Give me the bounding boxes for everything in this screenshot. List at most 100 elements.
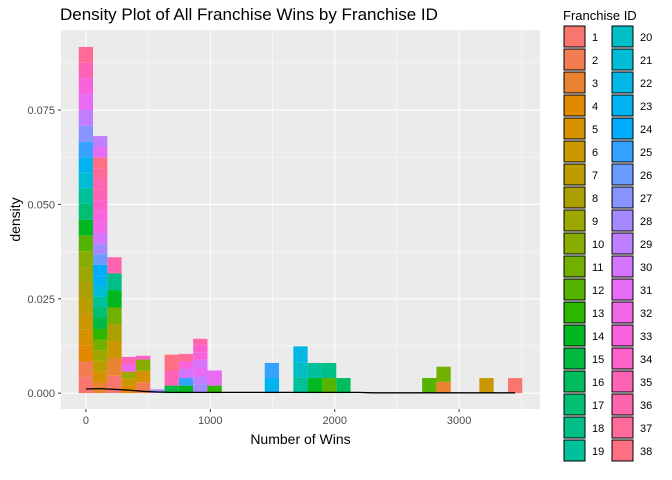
histogram-bar-segment (164, 370, 179, 386)
histogram-bar-segment (78, 110, 94, 126)
legend-label: 7 (592, 170, 598, 182)
histogram-bar-segment (93, 200, 108, 212)
histogram-bar-segment (293, 377, 308, 394)
legend-label: 20 (640, 32, 652, 44)
histogram-bar-segment (178, 378, 194, 386)
histogram-bar-segment (193, 338, 208, 345)
histogram-bar-segment (436, 381, 451, 394)
histogram-bar-segment (107, 324, 122, 342)
histogram-bar-segment (193, 367, 208, 377)
legend-items: 1234567891011121314151617181920212223242… (563, 25, 652, 462)
histogram-bar-segment (93, 350, 108, 361)
histogram-bar-segment (293, 362, 308, 378)
histogram-bar-segment (150, 389, 165, 394)
histogram-bar-segment (93, 264, 108, 276)
histogram-bar-segment (135, 359, 151, 371)
legend-swatch (563, 370, 586, 393)
legend-swatch (611, 25, 634, 48)
y-tick-label: 0.075 (27, 105, 55, 117)
histogram-bar-segment (78, 46, 94, 63)
histogram-bar-segment (178, 368, 194, 379)
legend-label: 34 (640, 354, 652, 366)
histogram-bar-segment (307, 362, 322, 379)
legend-label: 8 (592, 193, 598, 205)
legend-label: 28 (640, 216, 652, 228)
legend-swatch (563, 255, 586, 278)
legend-swatch (563, 25, 586, 48)
histogram-bar-segment (193, 344, 208, 353)
legend-label: 23 (640, 101, 652, 113)
histogram-bar-segment (264, 362, 280, 379)
legend-swatch (563, 439, 586, 462)
legend-label: 10 (592, 239, 604, 251)
histogram-bar-segment (93, 307, 108, 319)
legend-label: 16 (592, 377, 604, 389)
histogram-bar-segment (78, 235, 94, 252)
histogram-bar-segment (164, 385, 179, 394)
legend-label: 33 (640, 331, 652, 343)
y-axis: 0.000 0.025 0.050 0.075 (27, 105, 61, 400)
legend-swatch (563, 94, 586, 117)
minor-gridlines (61, 30, 540, 409)
legend-label: 12 (592, 285, 604, 297)
histogram-bar-segment (93, 157, 108, 169)
histogram-bar-segment (193, 376, 208, 385)
histogram-bar-segment (135, 355, 151, 360)
histogram-bar-segment (135, 370, 151, 383)
histogram-bar-segment (321, 362, 337, 379)
histogram-bar-segment (336, 378, 351, 394)
legend-label: 18 (592, 423, 604, 435)
histogram-bar-segment (193, 352, 208, 360)
legend-swatch (563, 324, 586, 347)
histogram-bar-segment (121, 364, 136, 372)
legend-label: 32 (640, 308, 652, 320)
histogram-bar-segment (121, 378, 136, 386)
x-tick-label: 2000 (322, 415, 346, 427)
histogram-bar-segment (93, 168, 108, 180)
legend-label: 6 (592, 147, 598, 159)
histogram-bar-segment (107, 257, 122, 274)
legend-label: 2 (592, 55, 598, 67)
legend-label: 4 (592, 101, 598, 113)
histogram-bar-segment (93, 371, 108, 383)
histogram-bar-segment (78, 298, 94, 314)
histogram-bar-segment (207, 370, 222, 386)
legend-label: 13 (592, 308, 604, 320)
legend-swatch (611, 163, 634, 186)
histogram-bar-segment (107, 341, 122, 359)
x-tick-label: 1000 (198, 415, 222, 427)
histogram-bar-segment (93, 147, 108, 158)
histogram-bar-segment (178, 353, 194, 362)
legend-swatch (611, 370, 634, 393)
legend-label: 14 (592, 331, 604, 343)
legend-label: 29 (640, 239, 652, 251)
legend-swatch (563, 48, 586, 71)
histogram-bar-segment (107, 307, 122, 325)
legend-swatch (611, 140, 634, 163)
legend-swatch (611, 439, 634, 462)
histogram-bar-segment (178, 385, 194, 394)
histogram-bar-segment (107, 375, 122, 394)
legend-swatch (611, 94, 634, 117)
histogram-bar-segment (93, 328, 108, 340)
histogram-bar-segment (135, 382, 151, 394)
histogram-bar-segment (78, 188, 94, 204)
legend-label: 35 (640, 377, 652, 389)
legend-swatch (611, 324, 634, 347)
histogram-bar-segment (93, 233, 108, 244)
legend-swatch (611, 255, 634, 278)
legend-swatch (611, 209, 634, 232)
x-tick-label: 0 (83, 415, 89, 427)
histogram-bar-segment (422, 378, 437, 394)
histogram-bar-segment (93, 222, 108, 234)
histogram-bar-segment (78, 251, 94, 268)
legend-label: 36 (640, 400, 652, 412)
histogram-bar-segment (164, 354, 179, 371)
histogram-bar-segment (78, 172, 94, 189)
legend-swatch (563, 209, 586, 232)
histogram-bar-segment (193, 359, 208, 368)
histogram-bar-segment (93, 296, 108, 308)
histogram-bar-segment (264, 378, 280, 394)
histogram-bar-segment (93, 275, 108, 286)
histogram-bar-segment (93, 189, 108, 201)
